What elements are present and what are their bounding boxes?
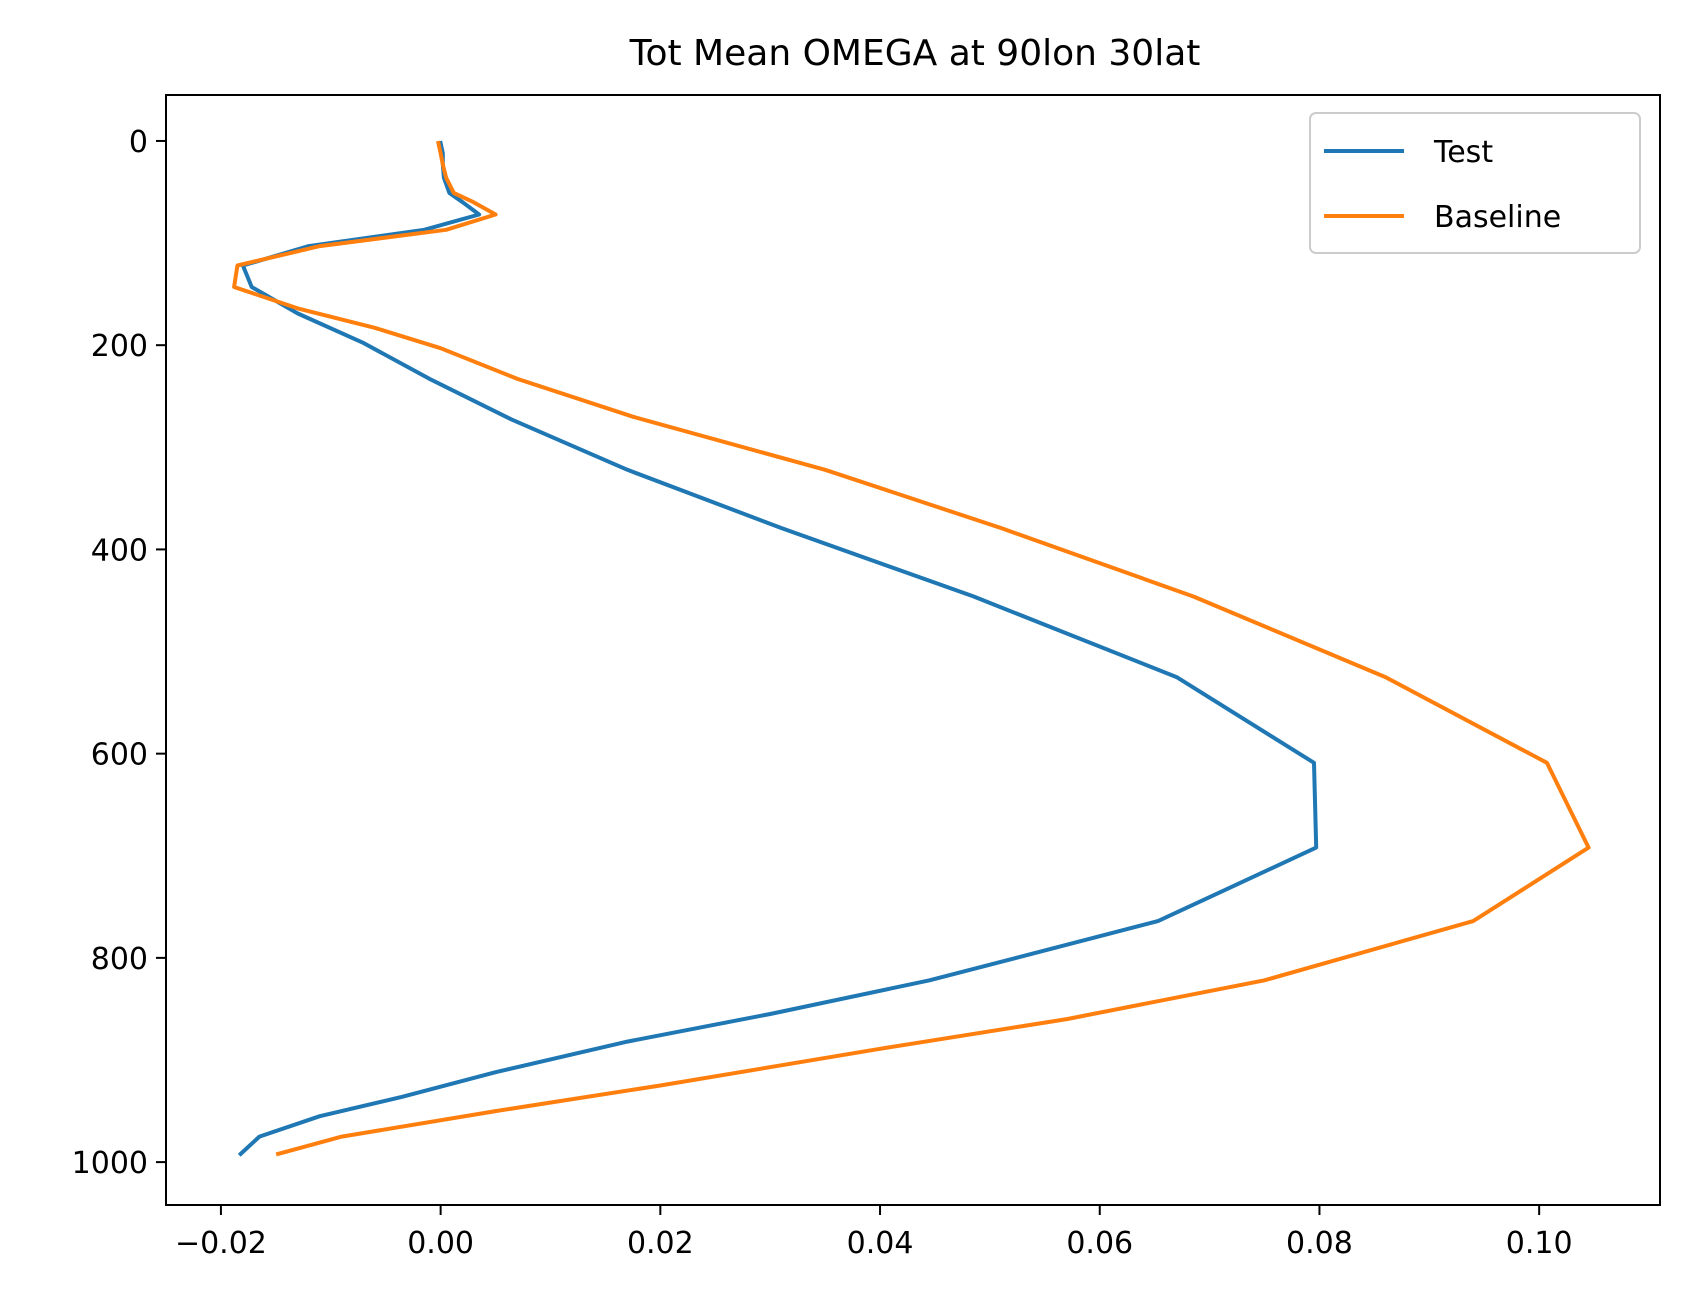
axes-frame [165,94,1661,1206]
legend: Test Baseline [1309,112,1641,254]
series-line-baseline [232,140,1591,1157]
y-axis: 0 200 400 600 800 1000 [72,125,166,1181]
y-tick-label: 1000 [72,1146,148,1181]
x-tick-label: 0.06 [1066,1226,1133,1261]
y-tick-label: 200 [91,329,148,364]
legend-label-baseline: Baseline [1434,200,1561,235]
x-tick-label: 0.08 [1286,1226,1353,1261]
y-tick-label: 600 [91,738,148,773]
series-layer [232,140,1591,1157]
x-axis: −0.02 0.00 0.02 0.04 0.06 0.08 0.10 [175,1205,1573,1261]
series-line-test [237,140,1319,1157]
x-tick-label: −0.02 [175,1226,267,1261]
y-tick-label: 800 [91,942,148,977]
x-tick-label: 0.10 [1506,1226,1573,1261]
legend-label-test: Test [1433,135,1493,170]
y-tick-label: 400 [91,533,148,568]
chart-title: Tot Mean OMEGA at 90lon 30lat [629,33,1201,74]
x-tick-label: 0.02 [627,1226,694,1261]
x-tick-label: 0.04 [847,1226,914,1261]
x-tick-label: 0.00 [407,1226,474,1261]
y-tick-label: 0 [129,125,148,160]
